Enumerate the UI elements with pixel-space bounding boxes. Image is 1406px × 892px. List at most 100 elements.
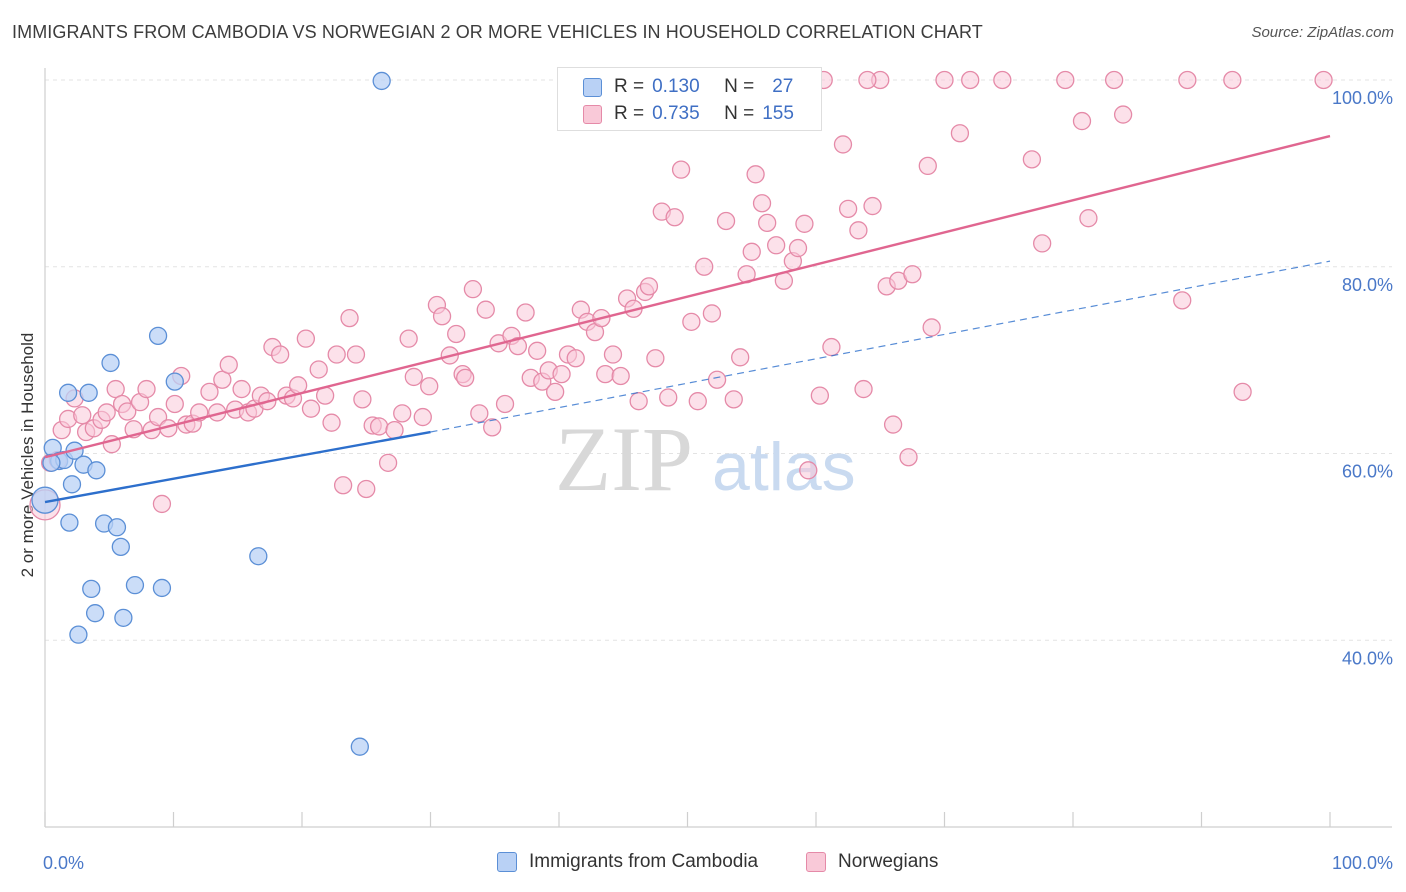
norwegians-point [688,392,707,411]
norwegians-point [899,448,918,467]
watermark: ZIP atlas [555,408,856,510]
norwegians-point [596,364,615,384]
legend-swatch-norwegians [806,852,826,872]
cambodia-point [101,353,120,373]
y-tick-labels: 40.0% 60.0% 80.0% 100.0% [1332,88,1393,668]
norwegians-point [1022,150,1042,169]
cambodia-point [350,737,369,756]
cambodia-point [372,71,391,91]
norwegians-point [353,390,372,409]
norwegians-point [788,238,808,258]
y-tick-label: 80.0% [1342,275,1393,295]
norwegians-point [333,476,353,495]
norwegians-point [854,379,873,399]
norwegians-point [432,307,452,326]
norwegians-point [1178,70,1197,90]
cambodia-point [87,461,106,480]
norwegians-point [746,165,765,184]
norwegians-point [327,345,346,364]
norwegians-point [73,406,92,425]
legend-label-cambodia: Immigrants from Cambodia [529,851,759,872]
norwegians-point [695,257,714,276]
legend-row-cambodia: R = 0.130 N = 27 [583,74,793,100]
norwegians-point [322,413,341,432]
norwegians-point [1233,382,1252,402]
cambodia-point [69,625,88,644]
norwegians-point [646,349,665,368]
norwegians-point [903,265,922,284]
cambodia-point [58,383,78,402]
legend-item-norwegians[interactable]: Norwegians [806,851,938,873]
norwegians-point [665,208,684,227]
cambodia-points [31,71,391,756]
norwegians-point [232,379,251,399]
norwegians-point [858,70,877,90]
cambodia-point [165,372,184,391]
norwegians-point [420,377,439,396]
norwegians-point [758,213,777,233]
x-tick-max: 100.0% [1332,853,1393,873]
source-credit: Source: ZipAtlas.com [1251,24,1394,41]
norwegians-point [340,308,359,328]
cambodia-point [60,513,79,532]
norwegians-point [309,360,328,379]
watermark-atlas: atlas [712,429,856,505]
norwegians-point [707,370,727,389]
norwegians-point [849,221,868,240]
norwegians-point [702,304,722,323]
cambodia-point [125,576,145,595]
norwegians-point [883,415,903,434]
cambodia-point [42,453,61,472]
norwegians-point [148,407,168,427]
norwegians-point [1223,70,1242,90]
norwegians-point [152,494,172,514]
norwegians-point [810,386,830,405]
norwegians-point [724,390,743,409]
cambodia-point [85,604,105,623]
norwegians-point [639,277,659,296]
cambodia-point [79,383,98,402]
norwegians-point [731,348,750,367]
cambodia-point [249,547,268,566]
norwegians-point [219,355,238,374]
legend-item-cambodia[interactable]: Immigrants from Cambodia [497,851,758,873]
cambodia-point [62,475,82,494]
norwegians-point [393,404,412,423]
norwegians-point [961,70,980,90]
norwegians-point [752,194,772,213]
norwegians-point [447,324,466,344]
legend-row-norwegians: R = 0.735 N = 155 [583,101,794,127]
cambodia-point [114,608,133,627]
norwegians-point [346,345,366,364]
norwegians-point [516,303,535,322]
legend-n-label: N = [724,76,755,97]
norwegians-point [413,407,432,427]
norwegians-point [1173,291,1192,310]
norwegians-point [1072,111,1092,131]
legend-r-label: R = [614,76,645,97]
norwegians-point [611,366,630,386]
norwegians-point [682,312,701,331]
norwegians-point [566,349,585,368]
norwegians-trend-line [44,134,1331,459]
chart-title: IMMIGRANTS FROM CAMBODIA VS NORWEGIAN 2 … [12,22,983,42]
legend-r-value-cambodia: 0.130 [652,76,700,97]
y-tick-label: 100.0% [1332,88,1393,108]
norwegians-point [463,280,483,299]
legend-n-value-cambodia: 27 [772,76,794,97]
norwegians-point [822,337,841,357]
norwegians-point [795,214,814,233]
y-tick-label: 60.0% [1342,462,1393,482]
norwegians-point [404,367,423,387]
norwegians-point [603,345,623,364]
y-tick-label: 40.0% [1342,648,1393,668]
legend-swatch-cambodia [583,77,602,97]
correlation-legend: R = 0.130 N = 27 R = 0.735 N = 155 [557,67,822,131]
legend-r-label: R = [614,103,645,124]
norwegians-point [1056,70,1075,90]
norwegians-point [495,394,515,414]
norwegians-point [922,318,941,337]
norwegians-point [1033,234,1052,253]
norwegians-point [528,341,547,360]
gridlines [45,79,1392,641]
